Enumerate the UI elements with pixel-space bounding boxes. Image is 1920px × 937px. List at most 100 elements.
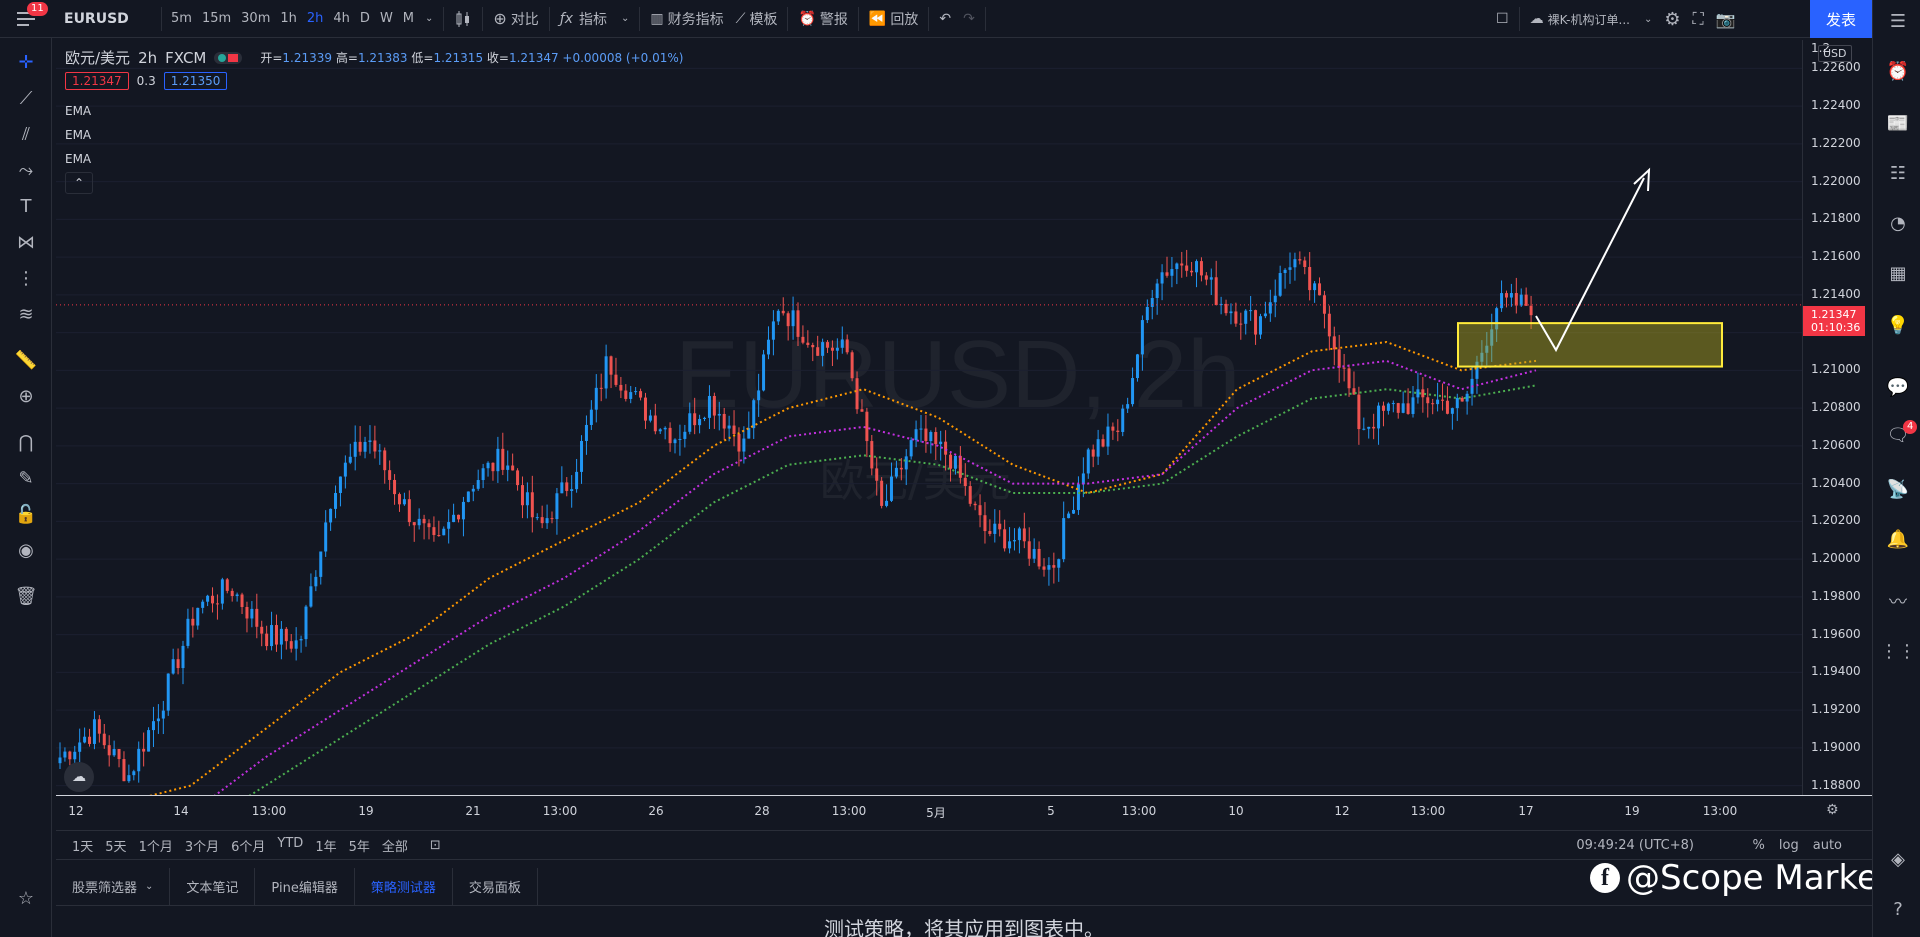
- compare-button[interactable]: ⊕ 对比: [487, 0, 544, 38]
- templates-button[interactable]: ⟋ 模板: [730, 0, 784, 38]
- interval-m[interactable]: M: [402, 11, 415, 26]
- tab-0[interactable]: 股票筛选器 ⌄: [56, 867, 171, 906]
- text-icon[interactable]: T: [20, 195, 32, 217]
- interval-4h[interactable]: 4h: [333, 11, 350, 26]
- ema-indicator-1[interactable]: EMA: [65, 104, 92, 118]
- star-icon[interactable]: ☆: [17, 887, 35, 909]
- interval-2h[interactable]: 2h: [306, 11, 324, 26]
- tab-3[interactable]: 策略测试器: [355, 867, 453, 906]
- timezone-clock[interactable]: 09:49:24 (UTC+8): [1576, 838, 1694, 853]
- layout-select-button[interactable]: ☐: [1490, 0, 1515, 38]
- alerts-button[interactable]: ⏰ 警报: [792, 0, 853, 38]
- tab-4[interactable]: 交易面板: [453, 867, 538, 906]
- interval-d[interactable]: D: [359, 11, 370, 26]
- financials-button[interactable]: ▥ 财务指标: [644, 0, 729, 38]
- trend-line-icon[interactable]: ⟋: [19, 87, 33, 109]
- candle-body: [1298, 259, 1302, 261]
- range-6[interactable]: 1年: [315, 839, 337, 855]
- percent-scale-toggle[interactable]: %: [1752, 838, 1765, 853]
- trash-icon[interactable]: 🗑: [14, 585, 38, 607]
- ema-indicator-3[interactable]: EMA: [65, 152, 92, 166]
- news-icon[interactable]: 📰: [1886, 112, 1910, 134]
- range-0[interactable]: 1天: [72, 839, 94, 855]
- brush-icon[interactable]: ≋: [18, 303, 34, 325]
- calendar-icon[interactable]: ▦: [1889, 262, 1907, 284]
- tab-1[interactable]: 文本笔记: [170, 867, 256, 906]
- candle-body: [1209, 277, 1213, 280]
- auto-scale-toggle[interactable]: auto: [1812, 838, 1842, 853]
- lock-icon[interactable]: 🔓: [14, 503, 38, 525]
- price-chart[interactable]: [56, 40, 1802, 795]
- main-menu-button[interactable]: 11: [0, 0, 52, 38]
- interval-15m[interactable]: 15m: [201, 11, 232, 26]
- price-axis[interactable]: 1.2 1.22600 1.22400 1.22200 1.22000 1.21800 1…: [1802, 40, 1872, 795]
- range-4[interactable]: 6个月: [231, 839, 266, 855]
- broadcast-icon[interactable]: 📡: [1886, 478, 1910, 500]
- candle-body: [1249, 310, 1253, 312]
- range-2[interactable]: 1个月: [138, 839, 173, 855]
- fullscreen-button[interactable]: ⛶: [1686, 0, 1709, 38]
- help-icon[interactable]: ?: [1893, 898, 1903, 920]
- symbol-search[interactable]: EURUSD: [64, 10, 129, 27]
- market-status-toggle[interactable]: [214, 51, 243, 64]
- chevron-down-icon[interactable]: ⌄: [425, 13, 434, 24]
- publish-button[interactable]: 发表: [1810, 0, 1872, 38]
- buy-button[interactable]: 1.21350: [163, 72, 228, 90]
- pattern-icon[interactable]: ⤳: [18, 159, 34, 181]
- chat-icon[interactable]: 💬: [1886, 376, 1910, 398]
- xabcd-icon[interactable]: ⋈: [17, 231, 35, 253]
- ideas-icon[interactable]: 💡: [1886, 314, 1910, 336]
- interval-30m[interactable]: 30m: [241, 11, 271, 26]
- crosshair-icon[interactable]: ✛: [18, 51, 34, 73]
- candle-body: [1352, 388, 1356, 395]
- trade-icon[interactable]: 〰: [1889, 592, 1907, 613]
- interval-w[interactable]: W: [379, 11, 393, 26]
- range-8[interactable]: 全部: [381, 839, 408, 855]
- settings-gear-icon[interactable]: ⚙: [1826, 802, 1839, 818]
- ema-indicator-2[interactable]: EMA: [65, 128, 92, 142]
- interval-1h[interactable]: 1h: [280, 11, 297, 26]
- sell-button[interactable]: 1.21347: [65, 72, 129, 90]
- candle-body: [575, 471, 579, 490]
- replay-button[interactable]: ⏪ 回放: [863, 0, 924, 38]
- zoom-in-icon[interactable]: ⊕: [18, 385, 34, 407]
- undo-button[interactable]: ↶: [933, 0, 957, 38]
- tab-2[interactable]: Pine编辑器: [255, 867, 355, 906]
- indicators-button[interactable]: ƒx 指标 ⌄: [554, 0, 636, 38]
- range-1[interactable]: 5天: [105, 839, 127, 855]
- fib-icon[interactable]: ⫽: [21, 123, 31, 145]
- goto-date-icon[interactable]: ⊡: [429, 837, 441, 853]
- currency-label[interactable]: USD: [1818, 45, 1852, 62]
- time-axis[interactable]: ⚙ 12 14 13:00 19 21 13:00 26 28 13:00 5月 5 13:00 10 1…: [56, 795, 1872, 825]
- interval-5m[interactable]: 5m: [171, 11, 192, 26]
- eye-icon[interactable]: ◉: [18, 539, 34, 561]
- collapse-legend-button[interactable]: ⌃: [65, 172, 93, 194]
- forecast-icon[interactable]: ⋮: [17, 267, 35, 289]
- watchlist-icon[interactable]: ☰: [1889, 10, 1907, 32]
- candle-body: [373, 440, 377, 452]
- price-tick: 1.19600: [1811, 626, 1861, 641]
- redo-button[interactable]: ↷: [957, 0, 981, 38]
- hotlist-icon[interactable]: ◔: [1890, 212, 1906, 234]
- range-7[interactable]: 5年: [348, 839, 370, 855]
- candle-body: [1145, 306, 1149, 321]
- candle-body: [1303, 260, 1307, 268]
- lock-drawings-icon[interactable]: ✎: [18, 467, 34, 489]
- ruler-icon[interactable]: 📏: [14, 349, 38, 371]
- range-5[interactable]: YTD: [277, 835, 304, 851]
- snapshot-button[interactable]: 📷: [1710, 0, 1742, 38]
- candle-body: [1199, 261, 1203, 276]
- log-scale-toggle[interactable]: log: [1778, 838, 1799, 853]
- candle-style-button[interactable]: [448, 0, 478, 38]
- settings-button[interactable]: ⚙: [1658, 0, 1686, 38]
- tradingview-logo[interactable]: ☁: [64, 762, 94, 792]
- data-window-icon[interactable]: ☷: [1889, 162, 1907, 184]
- dom-icon[interactable]: ⋮⋮: [1880, 640, 1916, 662]
- magnet-icon[interactable]: ⋂: [18, 431, 34, 453]
- candle-body: [520, 485, 524, 506]
- alarm-icon[interactable]: ⏰: [1886, 60, 1910, 82]
- layout-name-button[interactable]: ☁ 裸K-机构订单... ⌄: [1524, 0, 1659, 38]
- layers-icon[interactable]: ◈: [1891, 848, 1905, 870]
- range-3[interactable]: 3个月: [184, 839, 220, 855]
- notification-bell-icon[interactable]: 🔔: [1886, 528, 1910, 550]
